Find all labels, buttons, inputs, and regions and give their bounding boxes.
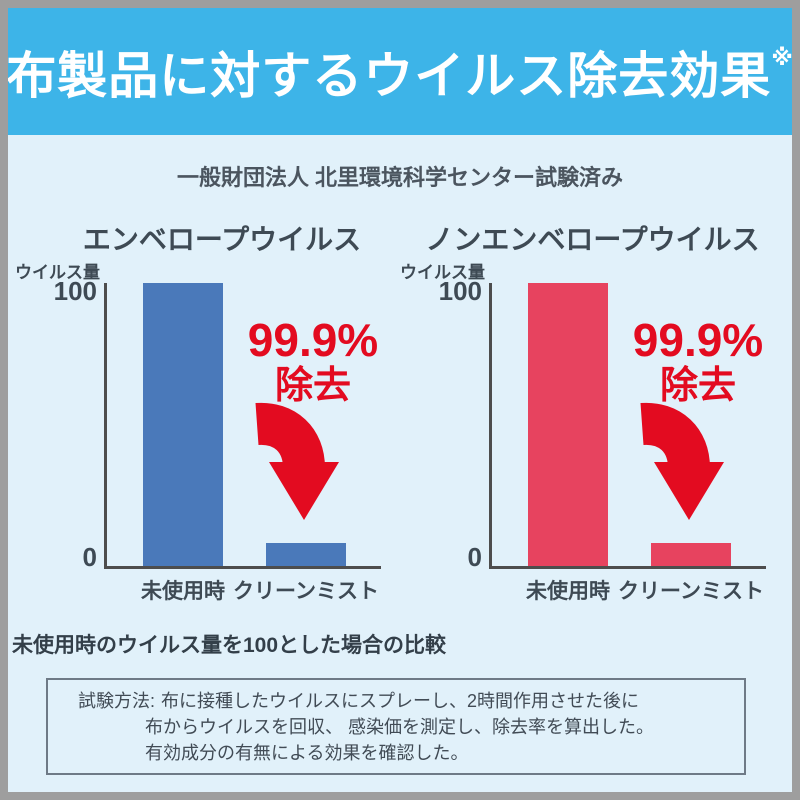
bar-clean-mist	[266, 543, 346, 566]
chart-non-envelope-virus: ノンエンベロープウイルス ウイルス量 100 0 未使用時 クリーンミスト 99…	[393, 8, 792, 623]
x-label-clean-mist: クリーンミスト	[233, 580, 379, 603]
y-tick-0: 0	[467, 542, 482, 572]
bar-unused	[143, 283, 223, 566]
removal-annotation: 99.9% 除去	[238, 316, 388, 407]
test-method-label: 試験方法:	[78, 691, 156, 711]
y-axis-line	[104, 283, 107, 569]
removal-label: 除去	[274, 365, 351, 408]
x-axis-line	[489, 566, 766, 569]
bar-clean-mist	[651, 543, 731, 566]
y-tick-100: 100	[53, 276, 97, 306]
reference-mark: ※	[771, 44, 792, 70]
test-method-box: 試験方法: 布に接種したウイルスにスプレーし、2時間作用させた後に 布からウイルスを…	[46, 678, 746, 775]
curved-down-arrow-icon	[640, 402, 724, 520]
header-banner: 布製品に対するウイルス除去効果※	[8, 8, 792, 135]
removal-percentage: 99.9%	[632, 314, 764, 366]
chart-title: ノンエンベロープウイルス	[425, 224, 760, 255]
x-label-clean-mist: クリーンミスト	[618, 580, 764, 603]
x-label-unused: 未使用時	[141, 580, 225, 603]
test-method-text: 試験方法: 布に接種したウイルスにスプレーし、2時間作用させた後に 布からウイルスを…	[78, 688, 726, 766]
comparison-footnote: 未使用時のウイルス量を100とした場合の比較	[12, 634, 447, 657]
x-axis-line	[104, 566, 381, 569]
method-line-2: 布からウイルスを回収、 感染価を測定し、除去率を算出した。	[145, 717, 654, 737]
y-tick-100: 100	[438, 276, 482, 306]
page-title: 布製品に対するウイルス除去効果※	[8, 36, 792, 108]
plot-area	[8, 283, 393, 569]
y-tick-0: 0	[82, 542, 97, 572]
y-axis-line	[489, 283, 492, 569]
removal-label: 除去	[659, 365, 736, 408]
x-label-unused: 未使用時	[526, 580, 610, 603]
chart-title: エンベロープウイルス	[82, 224, 362, 255]
page-title-text: 布製品に対するウイルス除去効果	[8, 47, 772, 104]
removal-percentage: 99.9%	[247, 314, 379, 366]
bar-unused	[528, 283, 608, 566]
method-line-3: 有効成分の有無による効果を確認した。	[145, 743, 469, 763]
infographic-page: 布製品に対するウイルス除去効果※ 一般財団法人 北里環境科学センター試験済み エ…	[8, 8, 792, 792]
method-line-1: 布に接種したウイルスにスプレーし、2時間作用させた後に	[161, 691, 640, 711]
removal-annotation: 99.9% 除去	[623, 316, 773, 407]
test-lab-subtitle: 一般財団法人 北里環境科学センター試験済み	[176, 165, 624, 190]
y-axis-unit-label: ウイルス量	[15, 263, 100, 282]
y-axis-unit-label: ウイルス量	[400, 263, 485, 282]
curved-down-arrow-icon	[255, 402, 339, 520]
plot-area	[393, 283, 792, 569]
chart-envelope-virus: エンベロープウイルス ウイルス量 100 0 未使用時 クリーンミスト 99.9…	[8, 8, 393, 623]
